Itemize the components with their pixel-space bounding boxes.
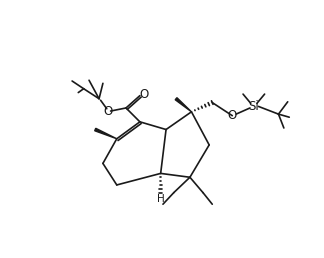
Polygon shape xyxy=(95,128,117,139)
Text: O: O xyxy=(103,105,112,118)
Text: O: O xyxy=(228,109,237,122)
Polygon shape xyxy=(175,98,191,112)
Text: Si: Si xyxy=(249,100,259,113)
Text: H: H xyxy=(157,194,165,204)
Text: O: O xyxy=(139,88,148,101)
